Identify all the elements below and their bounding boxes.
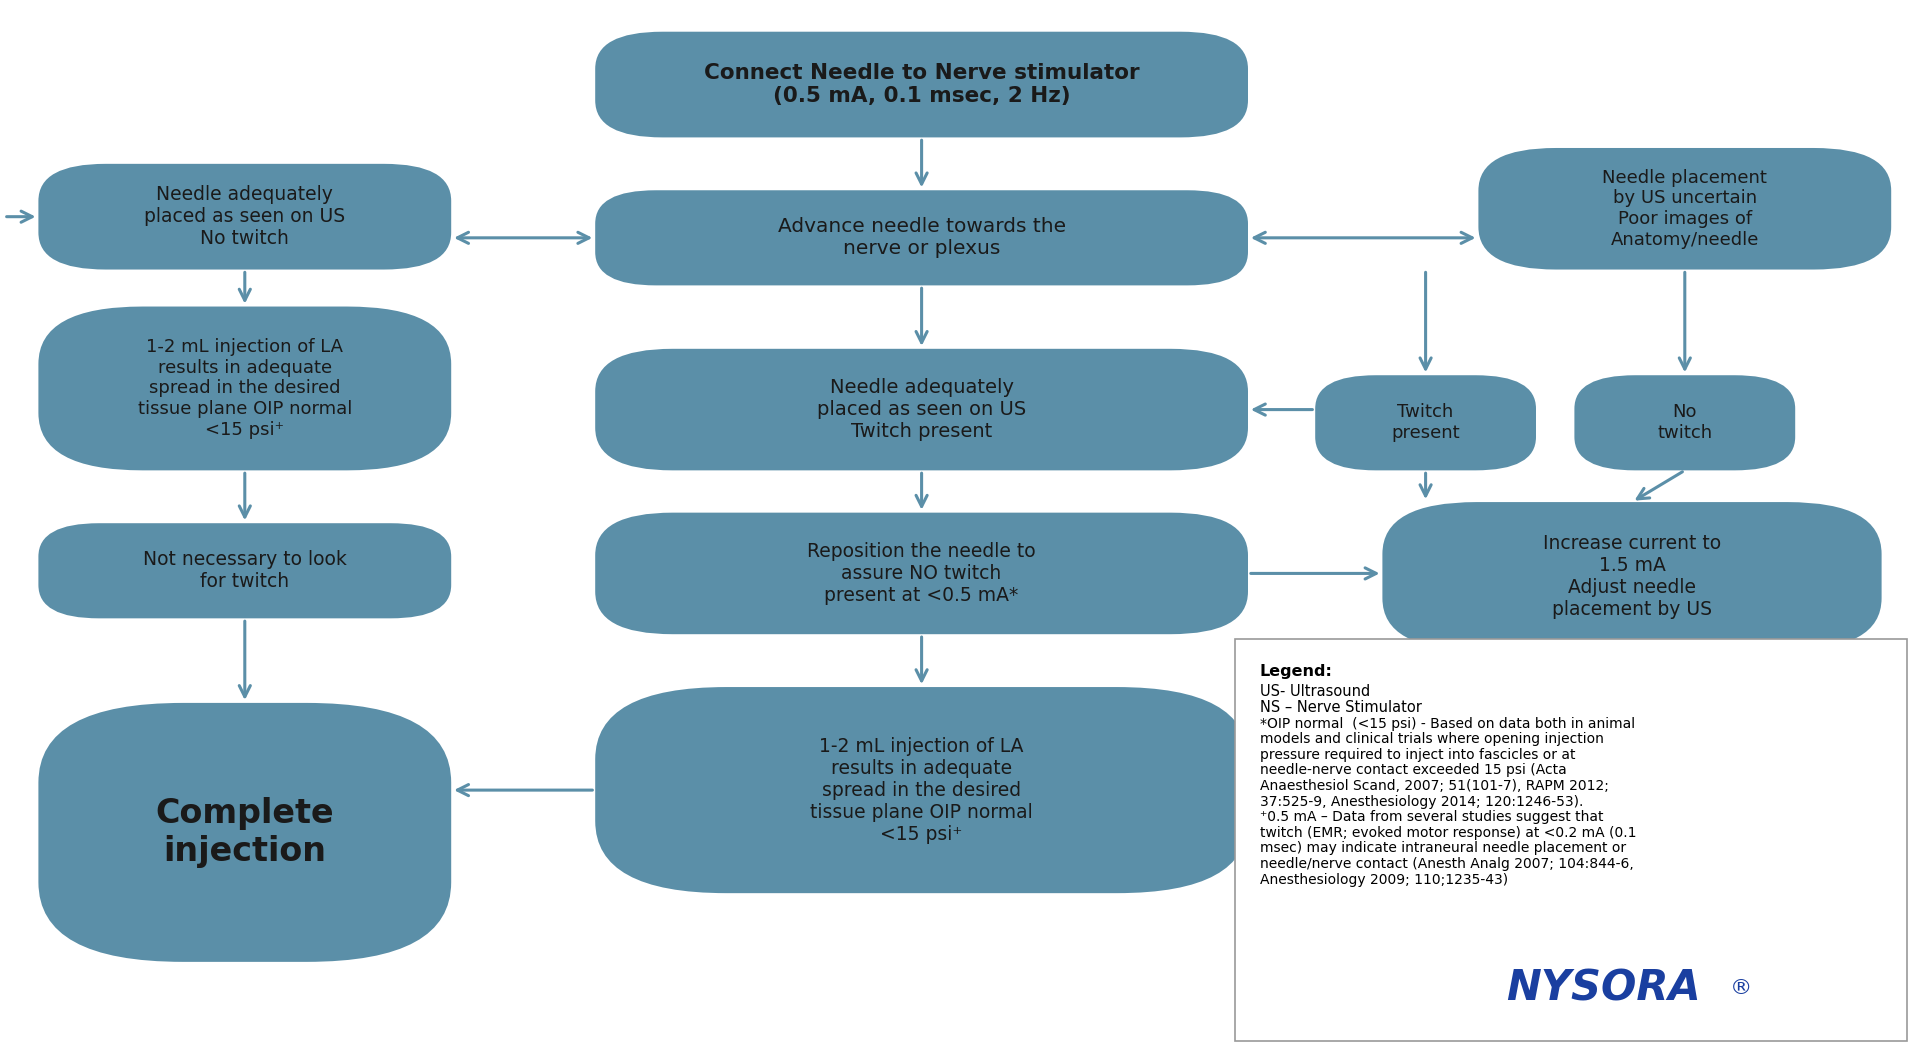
FancyBboxPatch shape bbox=[38, 307, 451, 470]
Text: ®: ® bbox=[1730, 979, 1753, 998]
Text: Needle adequately
placed as seen on US
Twitch present: Needle adequately placed as seen on US T… bbox=[818, 378, 1025, 441]
Text: No
twitch: No twitch bbox=[1657, 404, 1713, 442]
Text: pressure required to inject into fascicles or at: pressure required to inject into fascicl… bbox=[1260, 748, 1574, 762]
Text: US- Ultrasound: US- Ultrasound bbox=[1260, 684, 1369, 699]
Text: models and clinical trials where opening injection: models and clinical trials where opening… bbox=[1260, 733, 1603, 746]
Text: ⁺0.5 mA – Data from several studies suggest that: ⁺0.5 mA – Data from several studies sugg… bbox=[1260, 811, 1603, 824]
Text: Connect Needle to Nerve stimulator
(0.5 mA, 0.1 msec, 2 Hz): Connect Needle to Nerve stimulator (0.5 … bbox=[705, 63, 1139, 106]
Text: Twitch
present: Twitch present bbox=[1392, 404, 1459, 442]
Text: Advance needle towards the
nerve or plexus: Advance needle towards the nerve or plex… bbox=[778, 218, 1066, 258]
Text: msec) may indicate intraneural needle placement or: msec) may indicate intraneural needle pl… bbox=[1260, 841, 1626, 855]
Text: Anesthesiology 2009; 110;1235-43): Anesthesiology 2009; 110;1235-43) bbox=[1260, 873, 1507, 887]
Text: 37:525-9, Anesthesiology 2014; 120:1246-53).: 37:525-9, Anesthesiology 2014; 120:1246-… bbox=[1260, 795, 1582, 809]
Text: Not necessary to look
for twitch: Not necessary to look for twitch bbox=[142, 551, 348, 591]
FancyBboxPatch shape bbox=[38, 703, 451, 962]
Text: 1-2 mL injection of LA
results in adequate
spread in the desired
tissue plane OI: 1-2 mL injection of LA results in adequa… bbox=[138, 338, 351, 439]
Text: Anaesthesiol Scand, 2007; 51(101-7), RAPM 2012;: Anaesthesiol Scand, 2007; 51(101-7), RAP… bbox=[1260, 779, 1609, 793]
FancyBboxPatch shape bbox=[38, 164, 451, 270]
Text: Complete
injection: Complete injection bbox=[156, 797, 334, 868]
FancyBboxPatch shape bbox=[1574, 375, 1795, 470]
FancyBboxPatch shape bbox=[595, 349, 1248, 470]
FancyBboxPatch shape bbox=[595, 687, 1248, 893]
FancyBboxPatch shape bbox=[1235, 639, 1907, 1041]
Text: Legend:: Legend: bbox=[1260, 664, 1332, 679]
FancyBboxPatch shape bbox=[38, 523, 451, 618]
FancyBboxPatch shape bbox=[595, 513, 1248, 634]
FancyBboxPatch shape bbox=[1382, 502, 1882, 650]
Text: needle-nerve contact exceeded 15 psi (Acta: needle-nerve contact exceeded 15 psi (Ac… bbox=[1260, 763, 1567, 778]
FancyBboxPatch shape bbox=[1478, 148, 1891, 270]
Text: 1-2 mL injection of LA
results in adequate
spread in the desired
tissue plane OI: 1-2 mL injection of LA results in adequa… bbox=[810, 737, 1033, 843]
FancyBboxPatch shape bbox=[595, 32, 1248, 137]
FancyBboxPatch shape bbox=[1315, 375, 1536, 470]
Text: Needle placement
by US uncertain
Poor images of
Anatomy/needle: Needle placement by US uncertain Poor im… bbox=[1603, 168, 1766, 249]
Text: twitch (EMR; evoked motor response) at <0.2 mA (0.1: twitch (EMR; evoked motor response) at <… bbox=[1260, 826, 1636, 840]
Text: Reposition the needle to
assure NO twitch
present at <0.5 mA*: Reposition the needle to assure NO twitc… bbox=[806, 542, 1037, 605]
Text: Needle adequately
placed as seen on US
No twitch: Needle adequately placed as seen on US N… bbox=[144, 185, 346, 248]
FancyBboxPatch shape bbox=[595, 190, 1248, 285]
Text: *OIP normal  (<15 psi) - Based on data both in animal: *OIP normal (<15 psi) - Based on data bo… bbox=[1260, 717, 1634, 730]
Text: NYSORA: NYSORA bbox=[1505, 967, 1701, 1009]
Text: needle/nerve contact (Anesth Analg 2007; 104:844-6,: needle/nerve contact (Anesth Analg 2007;… bbox=[1260, 857, 1634, 871]
Text: Increase current to
1.5 mA
Adjust needle
placement by US: Increase current to 1.5 mA Adjust needle… bbox=[1544, 534, 1720, 618]
Text: NS – Nerve Stimulator: NS – Nerve Stimulator bbox=[1260, 700, 1421, 716]
